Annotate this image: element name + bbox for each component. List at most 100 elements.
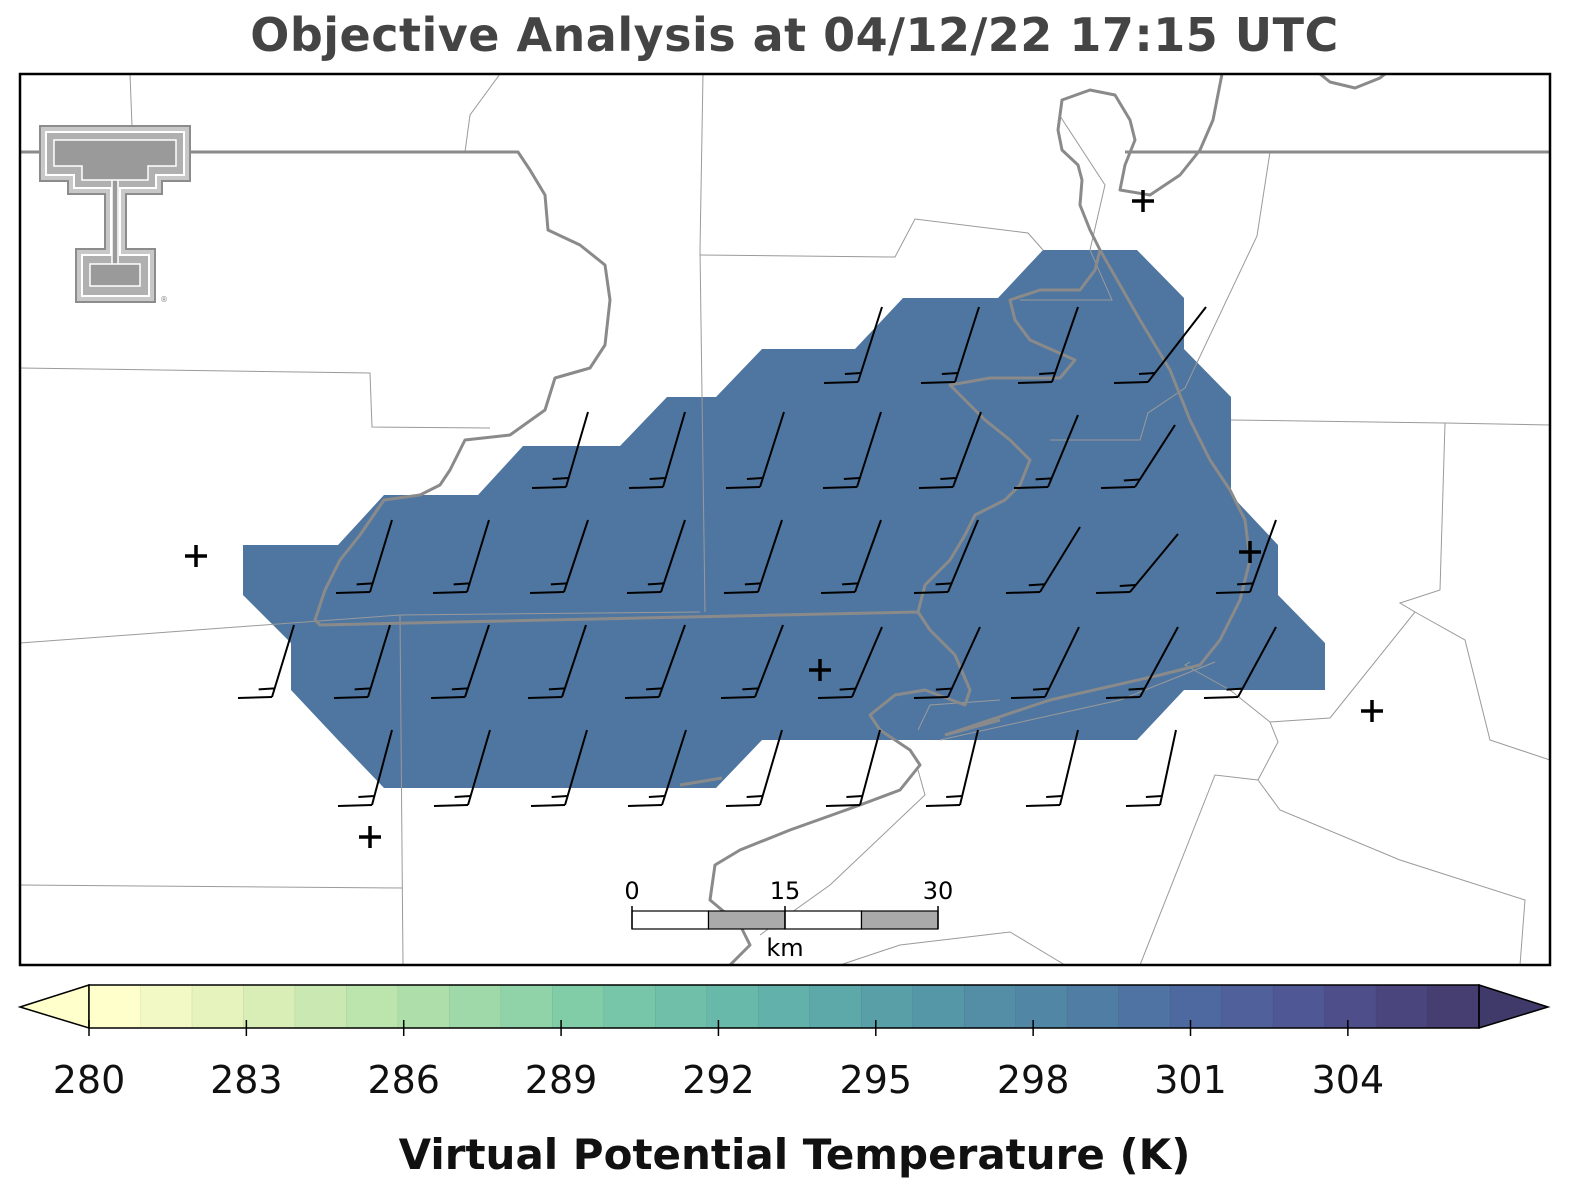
colorbar-swatch bbox=[1118, 984, 1171, 1029]
colorbar-swatch bbox=[552, 984, 605, 1029]
colorbar-swatch bbox=[88, 984, 142, 1029]
colorbar-swatch bbox=[860, 984, 914, 1029]
colorbar-extend-high bbox=[1478, 983, 1551, 1030]
wind-barb bbox=[920, 306, 980, 384]
wind-barbs bbox=[237, 306, 1277, 807]
station-marker bbox=[1361, 700, 1383, 722]
station-marker bbox=[1132, 190, 1154, 212]
colorbar-swatch bbox=[191, 984, 245, 1029]
analysis-shaded-region bbox=[243, 250, 1325, 788]
wind-barb bbox=[530, 729, 588, 807]
colorbar-extend-low bbox=[17, 983, 90, 1030]
wind-barb bbox=[1010, 626, 1080, 699]
wind-barb bbox=[1203, 626, 1277, 699]
colorbar-swatch bbox=[1375, 984, 1429, 1029]
colorbar-swatch bbox=[294, 984, 348, 1029]
wind-barb bbox=[1013, 414, 1079, 489]
colorbar-tick-label: 292 bbox=[682, 1058, 755, 1102]
colorbar-tick-label: 295 bbox=[839, 1058, 913, 1102]
colorbar-tick-label: 286 bbox=[367, 1058, 440, 1102]
wind-barb bbox=[1113, 306, 1207, 384]
wind-barb bbox=[333, 624, 391, 699]
colorbar-tick-label: 301 bbox=[1154, 1058, 1227, 1102]
wind-barb bbox=[820, 519, 882, 594]
wind-barb bbox=[1215, 519, 1277, 594]
wind-barb bbox=[725, 729, 783, 807]
colorbar-swatch bbox=[809, 984, 863, 1029]
scale-unit: km bbox=[766, 934, 803, 962]
station-marker bbox=[809, 659, 831, 681]
wind-barb bbox=[925, 729, 979, 807]
colorbar-swatch bbox=[1169, 984, 1223, 1029]
wind-barb bbox=[1017, 306, 1079, 384]
station-markers bbox=[185, 190, 1383, 848]
colorbar-swatch bbox=[140, 984, 193, 1029]
wind-barb bbox=[337, 729, 393, 807]
scale-label-15: 15 bbox=[770, 877, 801, 905]
wind-barb bbox=[913, 519, 979, 594]
scale-label-0: 0 bbox=[624, 877, 639, 905]
colorbar-swatch bbox=[346, 984, 399, 1029]
wind-barb bbox=[725, 411, 785, 489]
wind-barb bbox=[1105, 626, 1179, 699]
wind-barb bbox=[1100, 424, 1176, 489]
wind-barb bbox=[720, 624, 784, 699]
logo-registered-mark: ® bbox=[160, 295, 168, 304]
wind-barb bbox=[529, 519, 589, 594]
colorbar bbox=[17, 983, 1551, 1036]
wind-barb bbox=[1125, 729, 1177, 807]
colorbar-swatch bbox=[1015, 984, 1068, 1029]
colorbar-swatch bbox=[1427, 984, 1480, 1029]
wind-barb bbox=[531, 411, 589, 489]
wind-barb bbox=[825, 729, 881, 807]
colorbar-swatch bbox=[603, 984, 657, 1029]
wind-barb bbox=[433, 729, 491, 807]
wind-barb bbox=[527, 624, 587, 699]
colorbar-swatch bbox=[706, 984, 760, 1029]
wind-barb bbox=[817, 626, 883, 699]
wind-barb bbox=[627, 729, 687, 807]
station-marker bbox=[185, 545, 207, 567]
colorbar-swatch bbox=[758, 984, 811, 1029]
colorbar-swatch bbox=[1324, 984, 1377, 1029]
colorbar-swatch bbox=[397, 984, 451, 1029]
station-marker bbox=[1239, 541, 1261, 563]
map-frame bbox=[18, 72, 1552, 967]
colorbar-label: Virtual Potential Temperature (K) bbox=[398, 1130, 1191, 1179]
colorbar-swatch bbox=[1066, 984, 1120, 1029]
colorbar-swatch bbox=[655, 984, 708, 1029]
wind-barb bbox=[624, 624, 686, 699]
colorbar-swatch bbox=[1221, 984, 1274, 1029]
colorbar-tick-label: 289 bbox=[524, 1058, 598, 1102]
colorbar-swatch bbox=[243, 984, 296, 1029]
colorbar-swatch bbox=[500, 984, 554, 1029]
colorbar-swatch bbox=[1272, 984, 1326, 1029]
station-marker bbox=[359, 826, 381, 848]
wind-barb bbox=[237, 624, 295, 699]
colorbar-swatch bbox=[449, 984, 502, 1029]
wind-barb bbox=[822, 411, 882, 489]
wind-barb bbox=[823, 306, 883, 384]
wind-barb bbox=[913, 626, 981, 699]
wind-barb bbox=[1025, 729, 1079, 807]
colorbar-tick-label: 298 bbox=[996, 1058, 1070, 1102]
county-boundaries bbox=[20, 74, 1550, 965]
wind-barb bbox=[430, 624, 490, 699]
scale-bar: 0 15 30 km bbox=[624, 877, 953, 962]
wind-barb bbox=[432, 519, 490, 594]
colorbar-tick-label: 304 bbox=[1311, 1058, 1385, 1102]
scale-label-30: 30 bbox=[923, 877, 954, 905]
wind-barb bbox=[626, 519, 686, 594]
texas-tech-logo-icon: ® bbox=[39, 125, 191, 304]
wind-barb bbox=[335, 519, 393, 594]
colorbar-swatch bbox=[963, 984, 1017, 1029]
colorbar-swatch bbox=[912, 984, 966, 1029]
wind-barb bbox=[1005, 526, 1081, 594]
wind-barb bbox=[1095, 533, 1179, 594]
colorbar-tick-label: 280 bbox=[52, 1058, 126, 1102]
wind-barb bbox=[723, 519, 783, 594]
wind-barb bbox=[918, 411, 982, 489]
wind-barb bbox=[628, 411, 686, 489]
map-title: Objective Analysis at 04/12/22 17:15 UTC bbox=[250, 8, 1339, 62]
